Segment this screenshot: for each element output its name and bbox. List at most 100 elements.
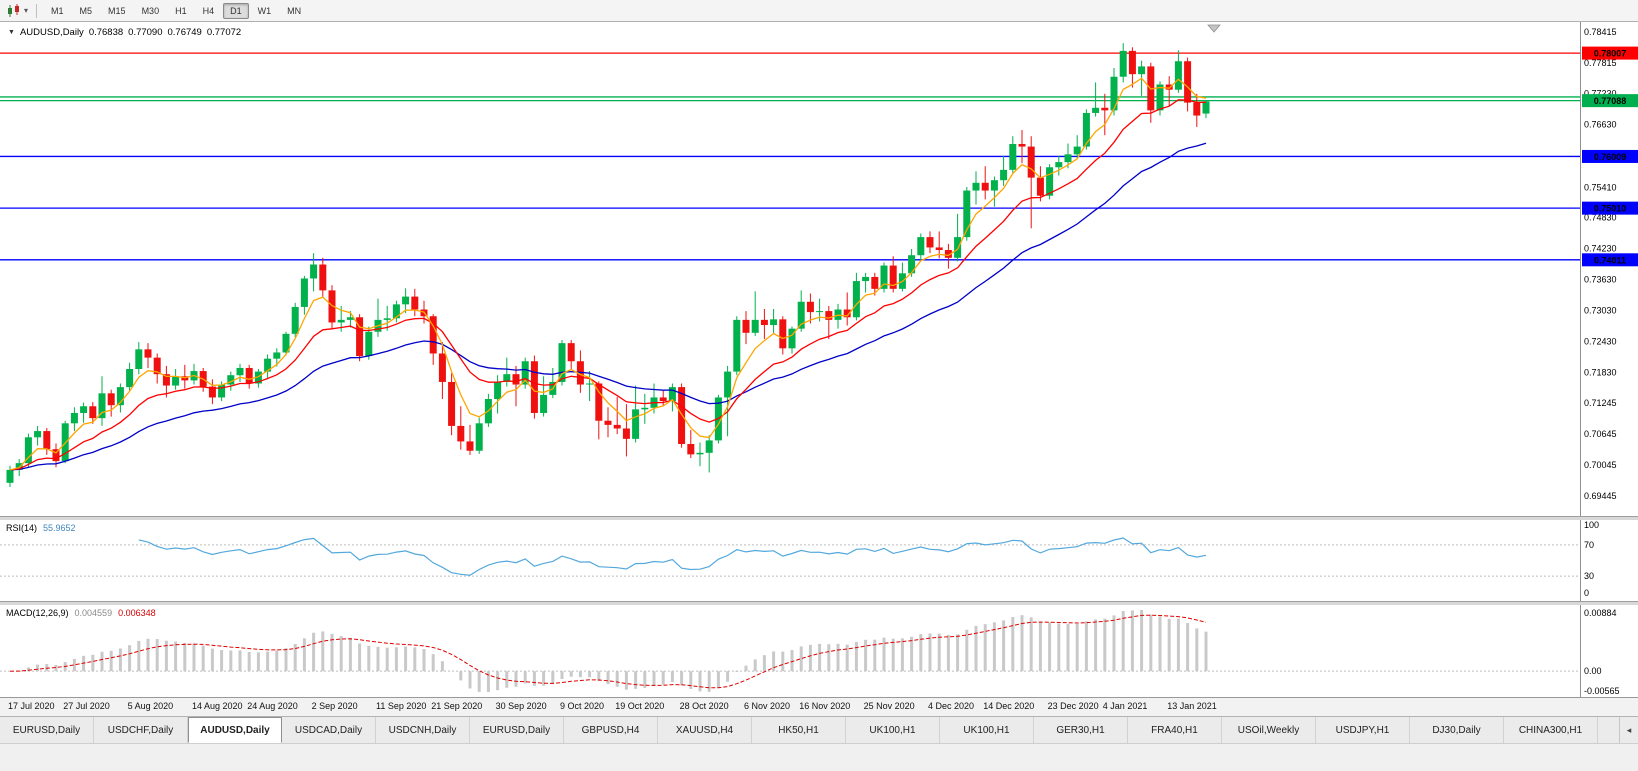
svg-text:0.70045: 0.70045 — [1584, 460, 1617, 470]
time-axis-label: 14 Aug 2020 — [192, 701, 243, 711]
macd-axis-label-bottom: -0.00565 — [1584, 686, 1620, 696]
timeframe-buttons: M1 M5 M15 M30 H1 H4 D1 W1 MN — [43, 2, 309, 19]
time-axis-label: 17 Jul 2020 — [8, 701, 55, 711]
time-axis-label: 2 Sep 2020 — [311, 701, 358, 711]
svg-text:0.77088: 0.77088 — [1594, 96, 1627, 106]
ma-fast-line — [9, 77, 1207, 471]
rsi-value: 55.9652 — [43, 523, 76, 533]
chart-type-icon[interactable]: ▾ — [6, 3, 29, 18]
panel-splitter[interactable] — [0, 601, 1638, 605]
time-axis-label: 30 Sep 2020 — [495, 701, 547, 711]
rsi-chart[interactable]: 100 70 30 0 — [0, 520, 1638, 601]
tab-scroll-left-button[interactable]: ◂ — [1619, 717, 1638, 743]
svg-text:0.71245: 0.71245 — [1584, 398, 1617, 408]
tab-fra40-h1[interactable]: FRA40,H1 — [1128, 717, 1222, 743]
svg-text:0.73630: 0.73630 — [1584, 275, 1617, 285]
tab-china300-h1[interactable]: CHINA300,H1 — [1504, 717, 1598, 743]
timeframe-h1[interactable]: H1 — [175, 5, 187, 16]
timeframe-m5[interactable]: M5 — [79, 5, 93, 16]
tab-usdcnh-daily[interactable]: USDCNH,Daily — [376, 717, 470, 743]
svg-text:0.73030: 0.73030 — [1584, 306, 1617, 316]
chart-symbol-label: AUDUSD,Daily — [19, 27, 84, 38]
macd-signal-value: 0.006348 — [118, 608, 156, 618]
chart-type-dropdown-caret[interactable]: ▾ — [24, 6, 29, 15]
collapse-arrow-icon[interactable]: ▼ — [8, 29, 15, 36]
price-axis[interactable]: 0.784150.778150.772300.766300.760300.754… — [1584, 27, 1617, 501]
time-axis[interactable]: 17 Jul 2020 27 Jul 2020 5 Aug 2020 14 Aug 2… — [0, 697, 1638, 716]
time-axis-label: 4 Dec 2020 — [928, 701, 975, 711]
top-toolbar: ▾ M1 M5 M15 M30 H1 H4 D1 W1 MN — [0, 0, 1638, 22]
macd-chart[interactable]: 0.00884 0.00 -0.00565 — [0, 605, 1638, 697]
macd-histogram — [17, 610, 1208, 692]
time-axis-label: 14 Dec 2020 — [983, 701, 1035, 711]
timeframe-h4[interactable]: H4 — [202, 5, 215, 16]
time-axis-label: 9 Oct 2020 — [560, 701, 605, 711]
timeframe-mn[interactable]: MN — [287, 5, 302, 16]
tab-usdcad-daily[interactable]: USDCAD,Daily — [282, 717, 376, 743]
rsi-axis-label: 100 — [1584, 520, 1599, 530]
ma-slow-line — [9, 142, 1207, 471]
tab-usoil-weekly[interactable]: USOil,Weekly — [1222, 717, 1316, 743]
time-axis-label: 28 Oct 2020 — [679, 701, 729, 711]
time-axis-label: 4 Jan 2021 — [1102, 701, 1148, 711]
svg-text:0.72430: 0.72430 — [1584, 337, 1617, 347]
ohlc-open: 0.76838 — [88, 27, 124, 38]
rsi-label: RSI(14) — [6, 523, 38, 533]
time-axis-label: 13 Jan 2021 — [1167, 701, 1217, 711]
ohlc-high: 0.77090 — [128, 27, 163, 38]
time-axis-label: 25 Nov 2020 — [863, 701, 915, 711]
time-axis-label: 21 Sep 2020 — [431, 701, 483, 711]
tab-dj30-daily[interactable]: DJ30,Daily — [1410, 717, 1504, 743]
time-axis-label: 27 Jul 2020 — [63, 701, 110, 711]
panel-splitter[interactable] — [0, 516, 1638, 520]
ma-mid-line — [9, 99, 1207, 471]
toolbar-separator — [36, 3, 38, 18]
axis-price-tag: 0.75010 — [1582, 201, 1638, 215]
tab-ger30-h1[interactable]: GER30,H1 — [1034, 717, 1128, 743]
tab-scroll-left-icon: ◂ — [1626, 724, 1632, 735]
timeframe-m30[interactable]: M30 — [141, 5, 160, 16]
tab-usdchf-daily[interactable]: USDCHF,Daily — [94, 717, 188, 743]
svg-text:0.70645: 0.70645 — [1584, 429, 1617, 439]
macd-signal-line — [9, 614, 1207, 689]
tab-uk100-h1[interactable]: UK100,H1 — [846, 717, 940, 743]
tab-gbpusd-h4[interactable]: GBPUSD,H4 — [564, 717, 658, 743]
main-chart[interactable]: 0.784150.778150.772300.766300.760300.754… — [0, 22, 1638, 516]
svg-text:0.76630: 0.76630 — [1584, 119, 1617, 129]
svg-text:0.78007: 0.78007 — [1594, 49, 1627, 59]
tab-audusd-daily[interactable]: AUDUSD,Daily — [188, 717, 282, 743]
time-axis-label: 5 Aug 2020 — [127, 701, 174, 711]
timeframe-d1[interactable]: D1 — [223, 2, 249, 19]
timeframe-m1[interactable]: M1 — [51, 5, 64, 16]
macd-axis-label-top: 0.00884 — [1584, 608, 1617, 618]
timeframe-m15[interactable]: M15 — [108, 5, 126, 16]
candles-layer — [6, 43, 1210, 487]
rsi-axis-label: 30 — [1584, 571, 1594, 581]
time-axis-label: 24 Aug 2020 — [247, 701, 298, 711]
tab-xauusd-h4[interactable]: XAUUSD,H4 — [658, 717, 752, 743]
timeframe-w1[interactable]: W1 — [257, 5, 272, 16]
macd-label: MACD(12,26,9) — [6, 608, 69, 618]
svg-text:0.78415: 0.78415 — [1584, 27, 1617, 37]
axis-price-tag: 0.74011 — [1582, 253, 1638, 267]
tab-usdjpy-h1[interactable]: USDJPY,H1 — [1316, 717, 1410, 743]
svg-text:0.69445: 0.69445 — [1584, 491, 1617, 501]
tab-eurusd-daily[interactable]: EURUSD,Daily — [470, 717, 564, 743]
axis-price-tag: 0.78007 — [1582, 46, 1638, 60]
svg-text:0.75410: 0.75410 — [1584, 182, 1617, 192]
chart-ohlc-header: ▼ AUDUSD,Daily 0.76838 0.77090 0.76749 0… — [8, 27, 241, 38]
svg-text:0.71830: 0.71830 — [1584, 368, 1617, 378]
chart-shift-marker[interactable] — [1207, 24, 1221, 33]
svg-text:0.76009: 0.76009 — [1594, 152, 1627, 162]
svg-text:0.74830: 0.74830 — [1584, 212, 1617, 222]
tab-uk100-h1[interactable]: UK100,H1 — [940, 717, 1034, 743]
candlestick-chart-icon — [8, 3, 19, 17]
tab-eurusd-daily[interactable]: EURUSD,Daily — [0, 717, 94, 743]
rsi-axis-label: 70 — [1584, 540, 1594, 550]
rsi-indicator-label: RSI(14) 55.9652 — [6, 523, 76, 533]
rsi-panel: RSI(14) 55.9652 100 70 30 0 — [0, 520, 1638, 601]
macd-panel: MACD(12,26,9) 0.004559 0.006348 0.00884 0… — [0, 605, 1638, 697]
tab-hk50-h1[interactable]: HK50,H1 — [752, 717, 846, 743]
svg-text:0.77230: 0.77230 — [1584, 88, 1617, 98]
